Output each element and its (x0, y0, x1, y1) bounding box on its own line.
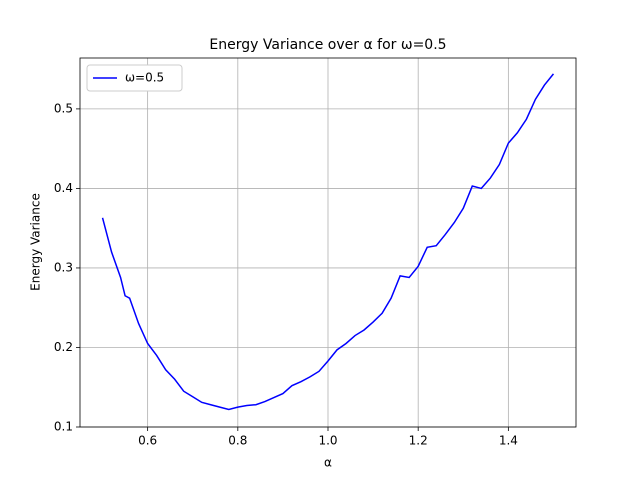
y-tick-label: 0.1 (54, 420, 73, 434)
line-series (101, 73, 555, 411)
chart-title: Energy Variance over α for ω=0.5 (209, 37, 446, 53)
y-tick-label: 0.3 (54, 260, 73, 274)
y-axis-label: Energy Variance (29, 193, 43, 291)
y-tick-label: 0.5 (54, 101, 73, 115)
x-tick-label: 1.0 (318, 434, 337, 448)
x-axis-label: α (324, 456, 332, 470)
x-tick-label: 0.6 (138, 434, 157, 448)
y-tick-label: 0.2 (54, 340, 73, 354)
legend-box (86, 64, 183, 92)
y-tick-label: 0.4 (54, 181, 73, 195)
legend-label: ω=0.5 (125, 71, 164, 85)
plot-frame (79, 57, 577, 428)
x-tick-label: 1.2 (409, 434, 428, 448)
x-tick-label: 0.8 (228, 434, 247, 448)
x-tick-label: 1.4 (499, 434, 518, 448)
